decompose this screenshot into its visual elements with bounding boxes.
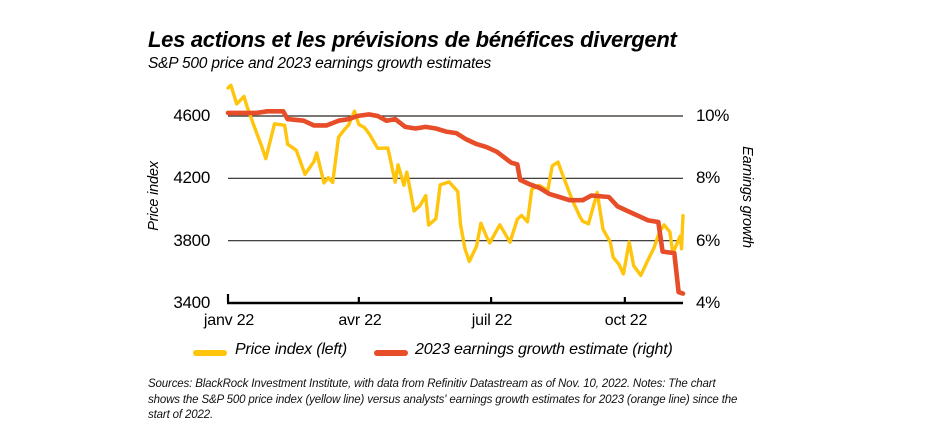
x-tick-jul22: juil 22 <box>471 312 513 329</box>
source-note-line-2: shows the S&P 500 price index (yellow li… <box>148 393 738 406</box>
source-note-line-1: Sources: BlackRock Investment Institute,… <box>148 378 716 390</box>
source-note-line-3: start of 2022. <box>148 409 214 421</box>
y-right-tick-3: 6% <box>696 231 720 250</box>
y-left-tick-3: 3800 <box>173 231 210 250</box>
y-right-tick-1: 10% <box>696 106 730 125</box>
source-note: Sources: BlackRock Investment Institute,… <box>148 377 737 424</box>
y-left-tick-2: 4200 <box>173 168 210 187</box>
y-left-tick-4: 3400 <box>173 293 210 312</box>
y-left-axis-title: Price index <box>146 161 162 231</box>
y-right-tick-4: 4% <box>696 293 720 312</box>
earnings-line-legend-swatch <box>374 350 408 356</box>
y-left-tick-1: 4600 <box>173 106 210 125</box>
y-right-axis-title: Earnings growth <box>739 146 755 248</box>
earnings-growth-line <box>225 109 686 296</box>
y-right-tick-2: 8% <box>696 168 720 187</box>
chart-subtitle: S&P 500 price and 2023 earnings growth e… <box>148 55 492 72</box>
chart-title: Les actions et les prévisions de bénéfic… <box>148 27 677 52</box>
x-tick-apr22: avr 22 <box>338 312 382 329</box>
legend-label-earnings-growth: 2023 earnings growth estimate (right) <box>415 341 673 358</box>
price-index-line <box>226 83 685 278</box>
x-tick-oct22: oct 22 <box>604 312 648 329</box>
legend-label-price-index: Price index (left) <box>235 341 347 358</box>
price-line-legend-swatch <box>193 350 227 356</box>
x-tick-jan22: janv 22 <box>203 312 255 329</box>
